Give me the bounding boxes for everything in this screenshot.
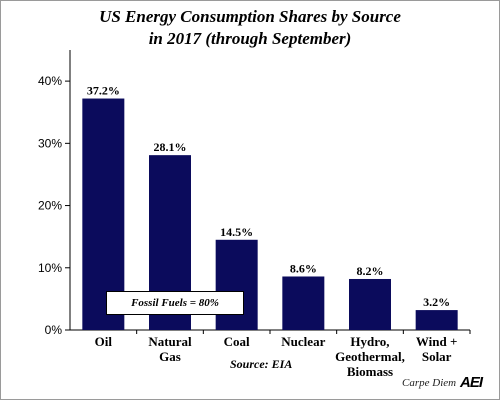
category-label: Gas [159,349,181,364]
brand-text: Carpe Diem [402,377,457,389]
category-label: Oil [95,334,113,349]
data-label: 14.5% [220,225,253,239]
category-label: Nuclear [281,334,325,349]
bar [349,278,391,330]
data-label: 37.2% [87,84,120,98]
category-label: Natural [148,334,192,349]
category-label: Wind + [416,334,458,349]
y-tick-label: 0% [45,323,63,337]
y-tick-label: 20% [38,199,62,213]
source-note: Source: EIA [230,357,293,371]
y-tick-label: 30% [38,136,62,150]
bar [415,310,458,330]
y-tick-label: 40% [38,74,62,88]
fossil-fuels-annotation: Fossil Fuels = 80% [106,291,244,315]
category-label: Solar [422,349,452,364]
data-label: 3.2% [423,295,450,309]
y-tick-label: 10% [38,261,62,275]
category-label: Hydro, [350,334,389,349]
aei-logo: AEI [460,374,483,391]
chart-title: US Energy Consumption Shares by Source i… [0,6,500,50]
data-label: 8.6% [290,261,317,275]
data-label: 28.1% [154,140,187,154]
bar [282,276,325,330]
bar [215,239,258,330]
chart-title-line-2: in 2017 (through September) [148,29,352,48]
category-label: Geothermal, [335,349,405,364]
chart-title-line-1: US Energy Consumption Shares by Source [99,7,401,26]
category-label: Biomass [347,364,393,379]
category-label: Coal [224,334,250,349]
data-label: 8.2% [357,264,384,278]
